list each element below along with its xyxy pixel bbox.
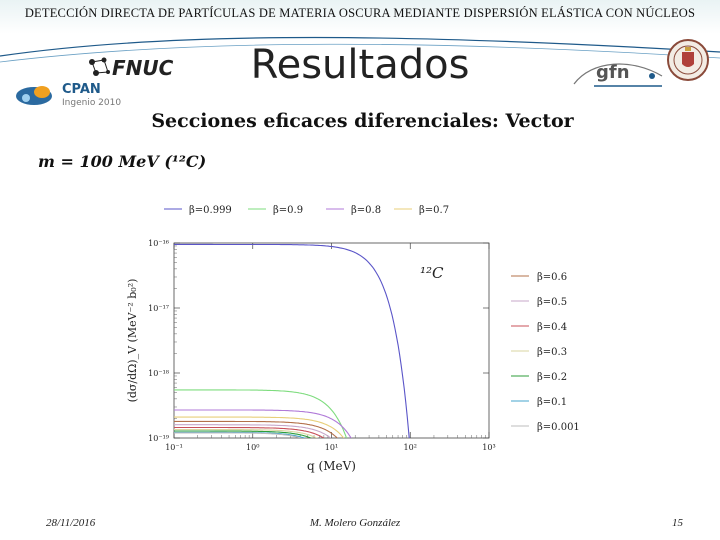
series-line	[174, 409, 352, 438]
legend-label: β=0.2	[537, 372, 567, 383]
legend-label: β=0.7	[419, 205, 449, 216]
university-seal-logo	[666, 38, 710, 82]
footer-author: M. Molero González	[309, 517, 401, 529]
legend-label: β=0.6	[537, 272, 567, 283]
slide-title: Resultados	[250, 42, 470, 88]
series-line	[174, 243, 410, 438]
x-tick-label: 10⁰	[246, 443, 259, 452]
cpan-logo-subtext: Ingenio 2010	[62, 98, 122, 108]
fnuc-logo: FNUC	[84, 54, 178, 82]
series-line	[174, 430, 313, 438]
series-line	[174, 416, 345, 438]
nucleus-annotation: ¹²C	[420, 264, 444, 282]
gfn-logo: gfn	[572, 56, 664, 88]
fnuc-logo-text: FNUC	[112, 56, 174, 80]
cpan-logo-text: CPAN	[62, 82, 101, 97]
footer-page-number: 15	[672, 517, 683, 529]
y-axis-label: (dσ/dΩ)_V (MeV⁻² b₀²)	[126, 279, 139, 403]
series-line	[174, 426, 325, 438]
header-swoosh-decoration	[0, 36, 720, 63]
x-tick-label: 10³	[482, 443, 495, 452]
legend-label: β=0.5	[537, 297, 567, 308]
legend-label: β=0.999	[189, 205, 232, 216]
y-tick-label: 10⁻¹⁸	[148, 369, 169, 378]
series-line	[174, 420, 338, 438]
series-line	[174, 432, 303, 438]
gfn-logo-text: gfn	[596, 62, 630, 83]
presentation-title: DETECCIÓN DIRECTA DE PARTÍCULAS DE MATER…	[24, 6, 696, 20]
footer-date: 28/11/2016	[46, 517, 96, 529]
series-line	[174, 389, 348, 438]
series-line	[174, 424, 332, 438]
x-tick-label: 10²	[404, 443, 417, 452]
x-tick-label: 10¹	[325, 443, 338, 452]
legend-label: β=0.9	[273, 205, 303, 216]
legend-label: β=0.1	[537, 397, 567, 408]
legend-label: β=0.3	[537, 347, 567, 358]
y-tick-label: 10⁻¹⁶	[148, 239, 169, 248]
header-banner	[0, 0, 720, 34]
series-line	[174, 428, 319, 438]
y-tick-label: 10⁻¹⁹	[148, 434, 170, 443]
legend-label: β=0.4	[537, 322, 567, 333]
legend-label: β=0.8	[351, 205, 381, 216]
slide-subtitle: Secciones eficaces diferenciales: Vector	[151, 110, 574, 132]
y-tick-label: 10⁻¹⁷	[148, 304, 169, 313]
cpan-logo: CPAN Ingenio 2010	[14, 78, 124, 112]
mass-label: m = 100 MeV (¹²C)	[38, 152, 207, 171]
x-axis-label: q (MeV)	[307, 459, 356, 473]
x-tick-label: 10⁻¹	[165, 443, 183, 452]
legend-label: β=0.001	[537, 422, 580, 433]
